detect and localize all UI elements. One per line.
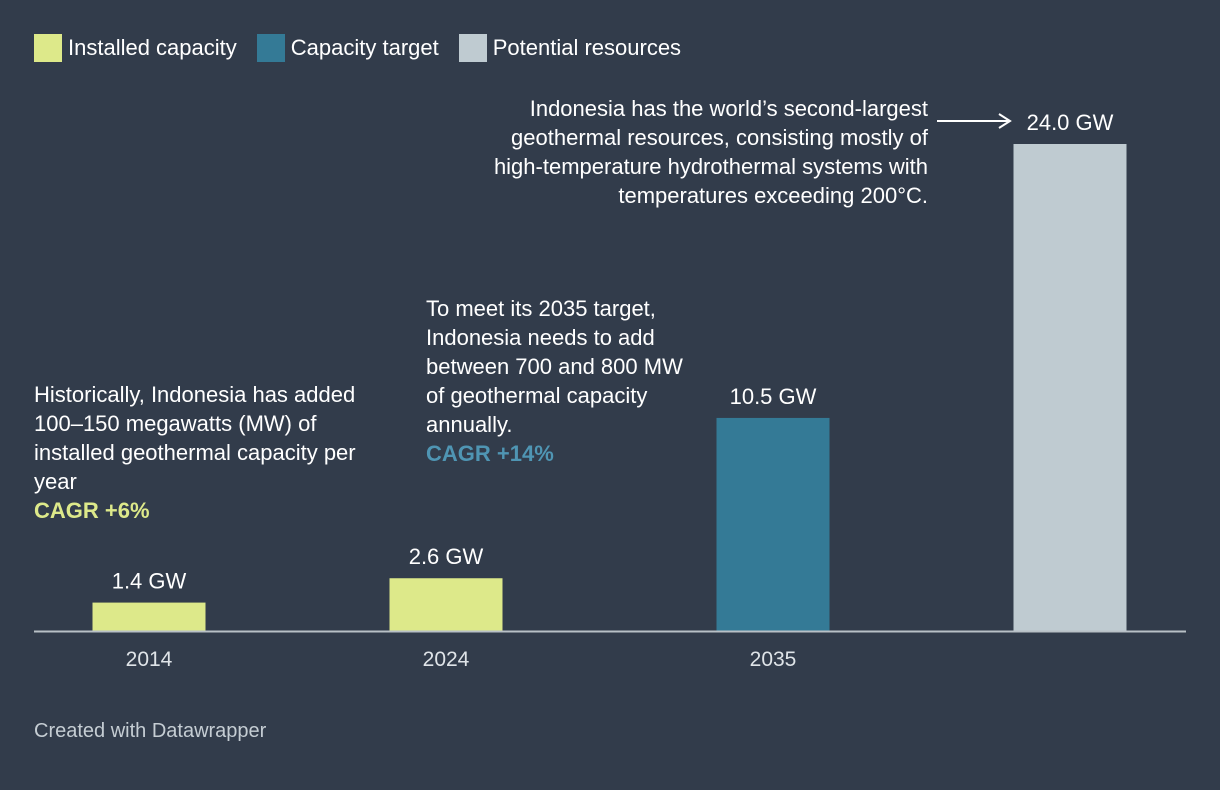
value-label-2035: 10.5 GW (730, 384, 817, 409)
legend-label-installed: Installed capacity (68, 35, 237, 60)
annotation-historical: Historically, Indonesia has added 100–15… (34, 380, 364, 525)
bar-2014 (92, 602, 206, 631)
bar-2035 (716, 417, 830, 631)
bar-resources (1013, 144, 1127, 631)
annotation-resources: Indonesia has the world’s second-largest… (468, 94, 928, 210)
legend-item-target: Capacity target (256, 34, 439, 62)
annotation-target-text: To meet its 2035 target, Indonesia needs… (426, 296, 683, 437)
x-tick-2024: 2024 (423, 648, 470, 671)
value-label-resources: 24.0 GW (1027, 110, 1114, 135)
legend-label-target: Capacity target (290, 35, 439, 60)
value-label-2014: 1.4 GW (112, 569, 187, 594)
annotation-arrow-head (998, 113, 1012, 129)
legend: Installed capacity Capacity target Poten… (34, 34, 701, 62)
annotation-target: To meet its 2035 target, Indonesia needs… (426, 294, 701, 468)
annotation-historical-cagr: CAGR +6% (34, 498, 150, 523)
legend-item-installed: Installed capacity (34, 34, 237, 62)
legend-label-resources: Potential resources (492, 35, 682, 60)
annotation-target-cagr: CAGR +14% (426, 441, 554, 466)
x-tick-2035: 2035 (750, 648, 797, 671)
x-tick-2014: 2014 (126, 648, 173, 671)
value-label-2024: 2.6 GW (409, 544, 484, 569)
legend-item-resources: Potential resources (458, 34, 682, 62)
bar-2024 (389, 578, 503, 631)
legend-swatch-resources (458, 34, 487, 62)
legend-swatch-target (256, 34, 285, 62)
footer-credit: Created with Datawrapper (34, 720, 267, 742)
legend-swatch-installed (34, 34, 62, 62)
annotation-historical-text: Historically, Indonesia has added 100–15… (34, 382, 356, 494)
annotation-resources-text: Indonesia has the world’s second-largest… (493, 96, 928, 208)
